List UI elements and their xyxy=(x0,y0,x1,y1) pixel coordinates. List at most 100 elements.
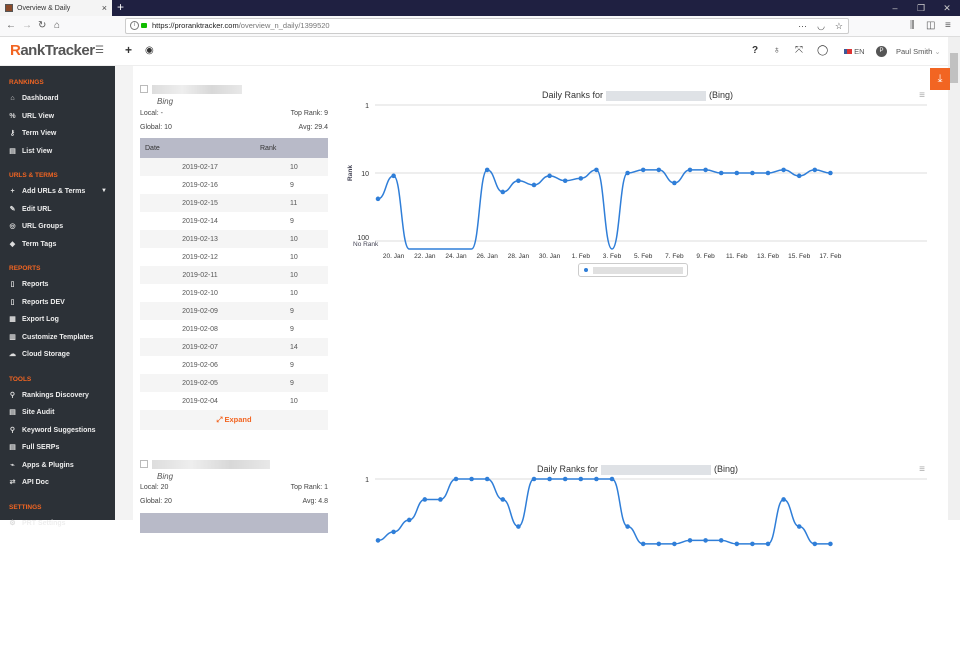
caret-down-icon[interactable]: ▼ xyxy=(101,188,107,194)
new-tab-button[interactable]: + xyxy=(117,0,125,14)
home-icon[interactable]: ⌂ xyxy=(54,20,61,31)
sidebar-item-label: API Doc xyxy=(22,479,49,486)
table-row: 2019-02-17 10 xyxy=(140,158,328,176)
data-point xyxy=(594,167,599,173)
sidebar-toggle-icon[interactable]: ◫ xyxy=(926,20,936,31)
sidebar-item-label: Add URLs & Terms xyxy=(22,188,86,195)
expand-icon: ⤢ xyxy=(216,415,223,424)
info-icon[interactable]: i xyxy=(130,21,139,30)
data-point xyxy=(625,170,630,176)
download-button[interactable]: ⤓ xyxy=(930,68,950,90)
y-tick-label: 10 xyxy=(361,171,369,178)
address-bar[interactable]: i https://proranktracker.com/overview_n_d… xyxy=(125,18,849,34)
bookmark-star-icon[interactable]: ☆ xyxy=(834,21,843,31)
sidebar-item-url-view[interactable]: % URL View xyxy=(0,108,115,126)
forward-icon[interactable]: → xyxy=(22,20,32,31)
lightbulb-icon[interactable]: ♁ xyxy=(773,45,781,56)
blurred-term xyxy=(152,460,270,469)
help-icon[interactable]: ? xyxy=(752,45,759,56)
expand-label: Expand xyxy=(224,415,252,424)
chart-menu-icon[interactable]: ≡ xyxy=(919,90,925,101)
sidebar-item-rankings-discovery[interactable]: ⚲ Rankings Discovery xyxy=(0,387,115,405)
sidebar-section-header: URLS & TERMS xyxy=(9,172,58,179)
sidebar-item-api-doc[interactable]: ⇄ API Doc xyxy=(0,474,115,492)
sidebar-item-term-tags[interactable]: ◆ Term Tags xyxy=(0,236,115,254)
flag-icon xyxy=(844,49,852,54)
user-menu[interactable]: Paul Smith ⌄ xyxy=(896,47,941,56)
global-rank: Global: 20 xyxy=(140,498,172,505)
data-point xyxy=(469,476,474,482)
table-header: Date Rank xyxy=(140,138,328,158)
language-label: EN xyxy=(854,47,865,56)
data-point xyxy=(375,196,381,202)
chat-icon[interactable]: ◯ xyxy=(817,45,829,56)
eye-icon[interactable]: ◉ xyxy=(145,45,154,56)
sidebar-item-reports[interactable]: ▯ Reports xyxy=(0,276,115,294)
sidebar-item-prt-settings[interactable]: ⚙ PRT Settings xyxy=(0,515,115,533)
sidebar-item-label: Apps & Plugins xyxy=(22,461,74,469)
sidebar-item-label: Term View xyxy=(22,130,57,137)
back-icon[interactable]: ← xyxy=(6,20,16,31)
page-scrollbar[interactable] xyxy=(948,37,960,520)
more-icon[interactable]: ··· xyxy=(798,21,808,31)
data-point xyxy=(578,176,584,181)
rank-cell: 9 xyxy=(290,361,294,369)
blurred-series-name xyxy=(593,267,683,274)
data-point xyxy=(422,497,428,502)
global-rank: Global: 10 xyxy=(140,124,172,131)
data-point xyxy=(828,170,833,176)
search-icon: ⚲ xyxy=(9,391,16,399)
sidebar-item-apps-plugins[interactable]: ⌁ Apps & Plugins xyxy=(0,457,115,475)
expand-button[interactable]: ⤢ Expand xyxy=(140,410,328,430)
data-point xyxy=(640,541,646,547)
local-rank: Local: - xyxy=(140,110,163,117)
language-selector[interactable]: EN xyxy=(844,47,865,56)
top-rank: Top Rank: 9 xyxy=(290,110,328,117)
fullscreen-icon[interactable]: ⤧ xyxy=(795,45,803,56)
entry-checkbox[interactable] xyxy=(140,460,148,468)
sidebar-item-site-audit[interactable]: ▤ Site Audit xyxy=(0,404,115,422)
close-tab-icon[interactable]: × xyxy=(101,3,107,13)
sidebar-item-url-groups[interactable]: ◎ URL Groups xyxy=(0,218,115,236)
chart-svg: 1 xyxy=(365,476,927,547)
sidebar-item-dashboard[interactable]: ⌂ Dashboard xyxy=(0,90,115,108)
sidebar-item-export-log[interactable]: ▦ Export Log xyxy=(0,311,115,329)
sidebar-item-add-urls-terms[interactable]: + Add URLs & Terms ▼ xyxy=(0,183,115,201)
logo[interactable]: RankTracker xyxy=(10,42,95,59)
data-point xyxy=(594,476,599,482)
close-window-icon[interactable]: ✕ xyxy=(943,3,951,13)
sidebar-item-list-view[interactable]: ▤ List View xyxy=(0,143,115,161)
reload-icon[interactable]: ↻ xyxy=(38,20,47,31)
chart-menu-icon[interactable]: ≡ xyxy=(919,464,925,475)
table-row: 2019-02-10 10 xyxy=(140,284,328,302)
column-date[interactable]: Date xyxy=(145,144,160,152)
restore-icon[interactable]: ❐ xyxy=(916,3,926,13)
sidebar-item-label: Customize Templates xyxy=(22,333,94,341)
sidebar-item-cloud-storage[interactable]: ☁ Cloud Storage xyxy=(0,346,115,364)
browser-menu-icon[interactable]: ≡ xyxy=(945,20,951,31)
browser-tab[interactable]: Overview & Daily × xyxy=(0,0,112,16)
avatar[interactable]: P xyxy=(876,46,887,57)
library-icon[interactable]: ⫼ xyxy=(910,20,915,31)
entry-checkbox[interactable] xyxy=(140,85,148,93)
series-line xyxy=(377,478,831,545)
pocket-icon[interactable]: ◡ xyxy=(817,21,825,31)
column-rank[interactable]: Rank xyxy=(260,144,277,152)
scrollbar-thumb[interactable] xyxy=(950,53,958,83)
data-point xyxy=(500,497,506,502)
chart-legend-item[interactable] xyxy=(578,263,688,277)
no-rank-label: No Rank xyxy=(353,241,379,248)
sidebar-item-full-serps[interactable]: ▤ Full SERPs xyxy=(0,439,115,457)
blurred-term xyxy=(601,464,711,475)
add-icon[interactable]: + xyxy=(125,43,133,57)
sidebar-item-customize-templates[interactable]: ▥ Customize Templates xyxy=(0,329,115,347)
minimize-icon[interactable]: – xyxy=(892,3,898,13)
sidebar-item-term-view[interactable]: ⚷ Term View xyxy=(0,125,115,143)
browser-tab-bar: Overview & Daily × + – ❐ ✕ xyxy=(0,0,960,16)
sidebar-item-edit-url[interactable]: ✎ Edit URL xyxy=(0,201,115,219)
sidebar-item-reports-dev[interactable]: ▯ Reports DEV xyxy=(0,294,115,312)
sidebar-item-keyword-suggestions[interactable]: ⚲ Keyword Suggestions xyxy=(0,422,115,440)
date-cell: 2019-02-11 xyxy=(182,271,218,279)
rank-cell: 10 xyxy=(290,397,298,405)
hamburger-icon[interactable]: ☰ xyxy=(95,45,104,56)
